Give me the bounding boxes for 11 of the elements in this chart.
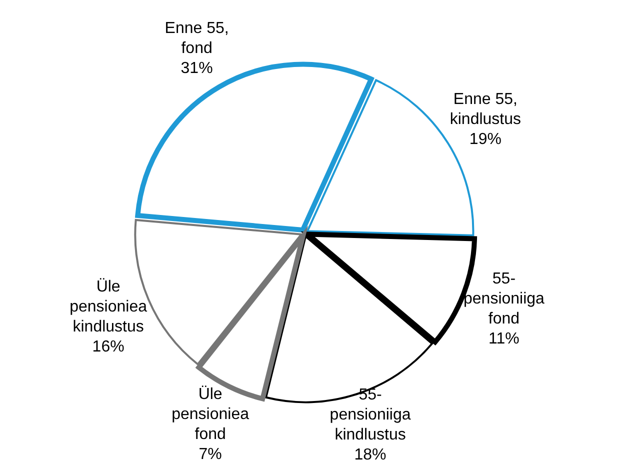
data-label: 18%: [354, 446, 386, 464]
data-label: 16%: [92, 338, 124, 356]
slice-label: Enne 55, kindlustus: [450, 91, 522, 128]
slice-label: Üle pensioniea kindlustus: [70, 278, 148, 336]
slice-label: Enne 55, fond: [164, 20, 229, 58]
data-label: 19%: [469, 131, 502, 148]
slice-label: 55-pensioniiga fond: [464, 270, 545, 328]
data-label: 11%: [488, 330, 520, 348]
slice-label: Üle pensioniea fond: [172, 385, 250, 444]
data-label: 7%: [198, 446, 222, 464]
data-label: 31%: [180, 60, 213, 78]
